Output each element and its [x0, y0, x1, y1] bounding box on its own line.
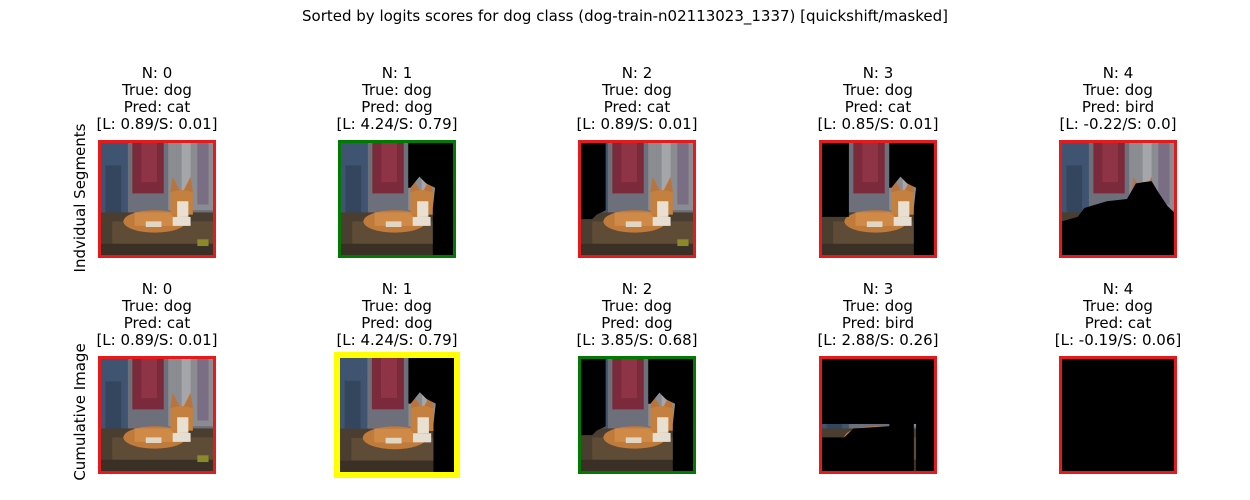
panel-score-label: [L: 0.89/S: 0.01]	[576, 115, 698, 133]
panel-score-label: [L: -0.19/S: 0.06]	[1054, 331, 1182, 349]
panel-score-label: [L: 0.85/S: 0.01]	[817, 115, 939, 133]
row-label-individual-segments: Indvidual Segments	[71, 123, 89, 273]
panel-pred-label: Pred: bird	[841, 314, 915, 332]
panel-pred-label: Pred: cat	[603, 98, 671, 116]
panel-n-label: N: 0	[141, 64, 173, 82]
panel-pred-label: Pred: dog	[601, 314, 673, 332]
panel-pred-label: Pred: dog	[361, 98, 433, 116]
segment-image	[334, 352, 460, 478]
panel-true-label: True: dog	[362, 297, 432, 315]
panel-score-label: [L: 2.88/S: 0.26]	[817, 331, 939, 349]
panel-n-label: N: 2	[621, 64, 653, 82]
panel-score-label: [L: -0.22/S: 0.0]	[1059, 115, 1177, 133]
panel-title: N: 0 True: dog Pred: cat [L: 0.89/S: 0.01]	[57, 281, 257, 349]
panel-title: N: 2 True: dog Pred: dog [L: 3.85/S: 0.68]	[537, 281, 737, 349]
panel-true-label: True: dog	[122, 297, 192, 315]
row-label-cumulative-image: Cumulative Image	[71, 343, 89, 481]
panel-n-label: N: 4	[1102, 280, 1134, 298]
segment-image	[819, 356, 937, 474]
panel-score-label: [L: 4.24/S: 0.79]	[336, 331, 458, 349]
segment-image	[1059, 356, 1177, 474]
panel-true-label: True: dog	[843, 297, 913, 315]
segment-image	[338, 140, 456, 258]
panel-title: N: 4 True: dog Pred: bird [L: -0.22/S: 0.0]	[1018, 65, 1218, 133]
panel-n-label: N: 1	[381, 280, 413, 298]
panel-n-label: N: 4	[1102, 64, 1134, 82]
panel-true-label: True: dog	[1083, 81, 1153, 99]
panel-n-label: N: 3	[862, 280, 894, 298]
segment-image	[98, 356, 216, 474]
panel-n-label: N: 0	[141, 280, 173, 298]
panel-pred-label: Pred: cat	[1084, 314, 1152, 332]
panel-true-label: True: dog	[362, 81, 432, 99]
panel-pred-label: Pred: cat	[123, 98, 191, 116]
segment-image	[98, 140, 216, 258]
panel-title: N: 1 True: dog Pred: dog [L: 4.24/S: 0.79]	[297, 281, 497, 349]
panel-n-label: N: 2	[621, 280, 653, 298]
panel-score-label: [L: 4.24/S: 0.79]	[336, 115, 458, 133]
segment-image	[1059, 140, 1177, 258]
panel-title: N: 2 True: dog Pred: cat [L: 0.89/S: 0.01]	[537, 65, 737, 133]
segment-image	[819, 140, 937, 258]
panel-pred-label: Pred: dog	[361, 314, 433, 332]
panel-true-label: True: dog	[1083, 297, 1153, 315]
panel-true-label: True: dog	[122, 81, 192, 99]
panel-title: N: 1 True: dog Pred: dog [L: 4.24/S: 0.79]	[297, 65, 497, 133]
panel-score-label: [L: 0.89/S: 0.01]	[96, 331, 218, 349]
panel-n-label: N: 1	[381, 64, 413, 82]
panel-true-label: True: dog	[602, 81, 672, 99]
panel-title: N: 3 True: dog Pred: cat [L: 0.85/S: 0.01]	[778, 65, 978, 133]
panel-true-label: True: dog	[843, 81, 913, 99]
panel-title: N: 3 True: dog Pred: bird [L: 2.88/S: 0.26]	[778, 281, 978, 349]
panel-score-label: [L: 3.85/S: 0.68]	[576, 331, 698, 349]
segment-image	[578, 356, 696, 474]
panel-title: N: 0 True: dog Pred: cat [L: 0.89/S: 0.01]	[57, 65, 257, 133]
panel-pred-label: Pred: cat	[844, 98, 912, 116]
segment-image	[578, 140, 696, 258]
panel-n-label: N: 3	[862, 64, 894, 82]
panel-score-label: [L: 0.89/S: 0.01]	[96, 115, 218, 133]
panel-title: N: 4 True: dog Pred: cat [L: -0.19/S: 0.06]	[1018, 281, 1218, 349]
panel-pred-label: Pred: cat	[123, 314, 191, 332]
figure-title: Sorted by logits scores for dog class (d…	[302, 7, 948, 25]
panel-true-label: True: dog	[602, 297, 672, 315]
panel-pred-label: Pred: bird	[1081, 98, 1155, 116]
